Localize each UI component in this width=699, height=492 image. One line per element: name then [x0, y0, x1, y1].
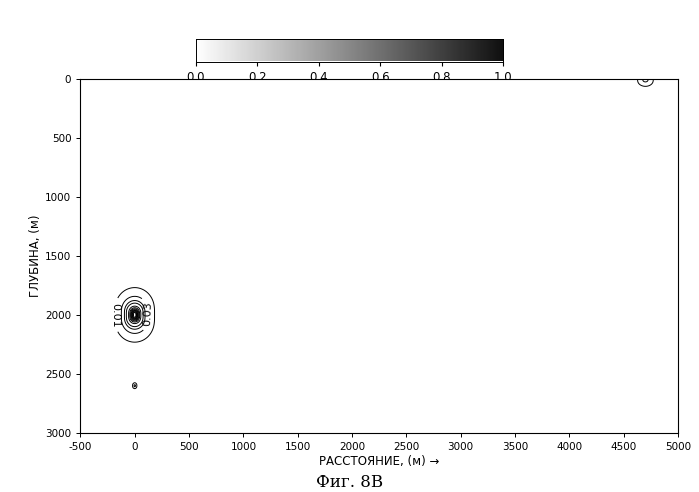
X-axis label: РАССТОЯНИЕ, (м) →: РАССТОЯНИЕ, (м) →: [319, 455, 440, 468]
Text: 0.03: 0.03: [143, 302, 154, 327]
Y-axis label: ГЛУБИНА, (м): ГЛУБИНА, (м): [29, 215, 43, 297]
Text: 0.01: 0.01: [110, 303, 120, 327]
Text: Фиг. 8В: Фиг. 8В: [316, 474, 383, 491]
